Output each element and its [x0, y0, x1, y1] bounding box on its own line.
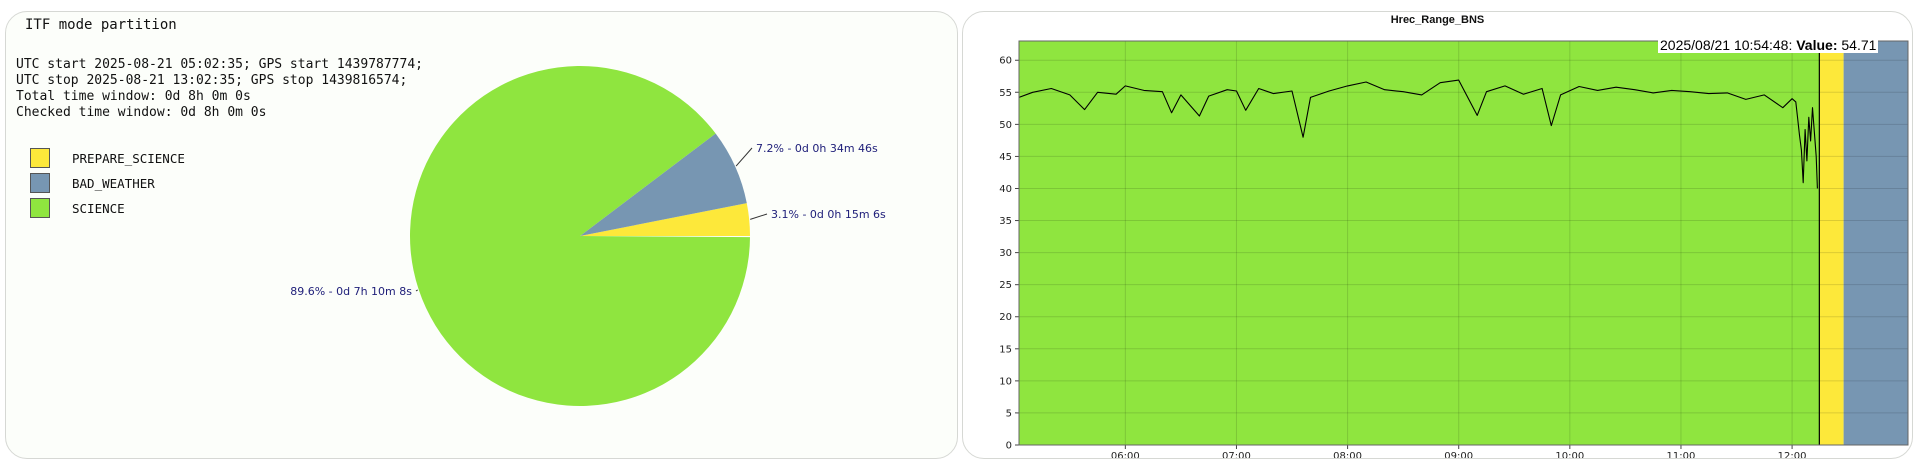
legend-swatch-science: [30, 198, 50, 218]
chart-title: Hrec_Range_BNS: [1390, 14, 1485, 26]
y-tick-label: 0: [1006, 441, 1012, 452]
x-tick-label: 11:00: [1667, 451, 1696, 459]
readout-timestamp: 2025/08/21 10:54:48:: [1660, 37, 1793, 53]
x-tick-label: 08:00: [1333, 451, 1362, 459]
y-tick-label: 10: [999, 376, 1012, 387]
legend-label: BAD_WEATHER: [72, 176, 155, 191]
total-window-line: Total time window: 0d 8h 0m 0s: [16, 89, 251, 104]
y-tick-label: 20: [999, 312, 1012, 323]
y-tick-label: 60: [999, 56, 1012, 67]
y-tick-label: 15: [999, 344, 1012, 355]
pie-label-science: 89.6% - 0d 7h 10m 8s: [290, 285, 412, 298]
band-bad-weather: [1843, 41, 1908, 445]
legend-label: SCIENCE: [72, 201, 125, 216]
x-tick-label: 10:00: [1555, 451, 1584, 459]
y-tick-label: 45: [999, 152, 1012, 163]
x-tick-label: 12:00: [1778, 451, 1807, 459]
y-tick-label: 35: [999, 216, 1012, 227]
mode-partition-panel: ITF mode partition UTC start 2025-08-21 …: [5, 11, 958, 459]
utc-stop-line: UTC stop 2025-08-21 13:02:35; GPS stop 1…: [16, 73, 408, 88]
y-tick-label: 30: [999, 248, 1012, 259]
legend-swatch-prepare-science: [30, 148, 50, 168]
readout-value: 54.71: [1841, 37, 1877, 53]
pie-slice-prepare-science: [580, 203, 750, 236]
x-tick-label: 06:00: [1111, 451, 1140, 459]
pie-leader-line: [750, 213, 768, 220]
pie-leader-line: [415, 289, 418, 292]
cursor-readout: 2025/08/21 10:54:48: Value: 54.71: [1658, 37, 1879, 53]
pie-slice-bad-weather: [580, 133, 747, 236]
y-tick-label: 25: [999, 280, 1012, 291]
pie-slice-science: [410, 65, 750, 406]
pie-leader-line: [735, 147, 753, 167]
y-tick-label: 40: [999, 184, 1012, 195]
panel-title: ITF mode partition: [25, 17, 177, 33]
pie-label-prepare-science: 3.1% - 0d 0h 15m 6s: [771, 208, 886, 221]
checked-window-line: Checked time window: 0d 8h 0m 0s: [16, 105, 267, 120]
x-tick-label: 07:00: [1222, 451, 1251, 459]
x-tick-label: 09:00: [1444, 451, 1473, 459]
series-line-hrec-range: [1018, 79, 1818, 189]
band-prepare-science: [1819, 41, 1844, 445]
y-tick-label: 50: [999, 120, 1012, 131]
hrec-range-panel: 0 5 10 15 20 25 30 35 40 45 50 55 60 06:00 07:00 08:00 0…: [962, 11, 1913, 459]
band-science: [1019, 41, 1820, 445]
pie-chart: 3.1% - 0d 0h 15m 6s 7.2% - 0d 0h 34m 46s 8…: [290, 65, 886, 406]
legend-swatch-bad-weather: [30, 173, 50, 193]
time-series-chart: 0 5 10 15 20 25 30 35 40 45 50 55 60 06:00 07:00 08:00 0…: [999, 40, 1909, 459]
legend-label: PREPARE_SCIENCE: [72, 151, 185, 166]
plot-frame: [1018, 40, 1909, 446]
y-tick-label: 5: [1006, 408, 1012, 419]
pie-label-bad-weather: 7.2% - 0d 0h 34m 46s: [756, 142, 878, 155]
y-tick-label: 55: [999, 88, 1012, 99]
readout-value-label: Value:: [1796, 37, 1838, 53]
utc-start-line: UTC start 2025-08-21 05:02:35; GPS start…: [16, 57, 423, 72]
